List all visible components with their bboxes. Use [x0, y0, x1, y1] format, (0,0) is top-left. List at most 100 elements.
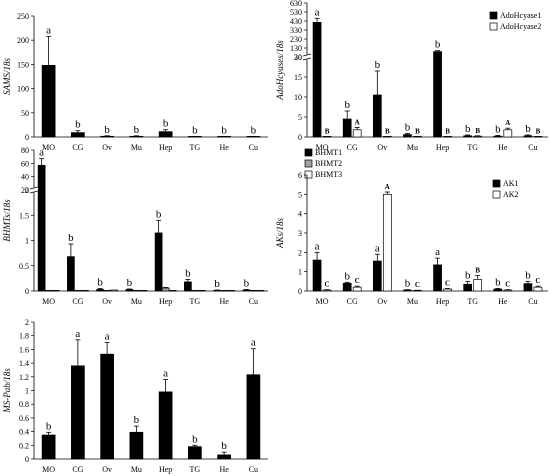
- bar: [81, 290, 89, 292]
- y-axis-label: AKs/18s: [275, 218, 285, 250]
- bar: [503, 289, 513, 292]
- y-tick-label: 0.8: [19, 400, 29, 409]
- significance-letter: b: [46, 420, 52, 432]
- significance-letter: b: [214, 278, 220, 290]
- y-tick-label: 100: [17, 85, 29, 94]
- y-tick-label: 6: [298, 171, 302, 180]
- significance-letter: B: [445, 127, 450, 135]
- x-tick-label: MO: [42, 143, 55, 152]
- bar: [184, 281, 192, 292]
- y-tick-label: 15: [294, 73, 302, 82]
- y-tick-label: 1.8: [19, 332, 29, 341]
- significance-letter: b: [251, 124, 257, 136]
- x-tick-label: Ov: [377, 297, 387, 306]
- significance-letter: C: [445, 279, 450, 287]
- y-tick-label: 130: [290, 44, 302, 53]
- y-axis-label: BHMTs/18s: [2, 199, 12, 242]
- legend-label: AK2: [503, 190, 519, 199]
- bar: [493, 288, 503, 292]
- y-tick-label: 230: [290, 35, 302, 44]
- x-tick-label: Mu: [407, 143, 418, 152]
- bar: [413, 136, 422, 138]
- bar: [473, 279, 483, 292]
- y-tick-label: 0: [298, 133, 302, 142]
- legend-label: BHMT3: [315, 170, 342, 179]
- significance-letter: b: [185, 267, 191, 279]
- y-tick-label: 3: [298, 229, 302, 238]
- significance-letter: b: [75, 119, 81, 131]
- x-tick-label: MO: [316, 143, 329, 152]
- significance-letter: a: [163, 368, 168, 380]
- legend-label: AK1: [503, 179, 519, 188]
- significance-letter: b: [465, 269, 471, 281]
- y-tick-label: 20: [294, 53, 302, 62]
- bar: [493, 135, 503, 138]
- significance-letter: B: [475, 267, 480, 275]
- x-tick-label: Hep: [159, 465, 172, 474]
- bar: [41, 434, 56, 460]
- bar: [433, 51, 442, 138]
- x-tick-label: MO: [42, 297, 55, 306]
- x-tick-label: CG: [347, 143, 358, 152]
- y-tick-label: 0: [298, 287, 302, 296]
- significance-letter: b: [134, 414, 140, 426]
- significance-letter: b: [495, 276, 501, 288]
- bar: [312, 259, 322, 292]
- axis-break-mark: [29, 190, 39, 194]
- x-tick-label: Cu: [249, 297, 258, 306]
- y-tick-label: 0: [25, 287, 29, 296]
- bar: [217, 454, 231, 460]
- bar: [342, 118, 352, 138]
- x-tick-label: Ov: [377, 143, 387, 152]
- legend-swatch: [304, 148, 313, 157]
- bar: [523, 135, 533, 138]
- y-tick-label: 30: [294, 53, 302, 62]
- bar: [533, 286, 543, 292]
- x-tick-label: CG: [72, 143, 83, 152]
- y-tick-label: 5: [298, 190, 302, 199]
- axis-break-mark: [302, 53, 312, 57]
- bar: [342, 282, 352, 292]
- significance-letter: a: [315, 6, 320, 18]
- legend-swatch: [492, 190, 501, 199]
- significance-letter: b: [244, 277, 250, 289]
- y-tick-label: 5: [298, 113, 302, 122]
- bar: [100, 353, 114, 460]
- y-axis-label: AdoHcyases/18s: [275, 40, 285, 101]
- y-tick-label: 0: [25, 455, 29, 464]
- y-tick-label: 0.6: [19, 414, 29, 423]
- significance-letter: b: [97, 276, 103, 288]
- legend-label: AdoHcyase1: [500, 11, 541, 20]
- significance-letter: b: [405, 121, 411, 133]
- legend-label: AdoHcyase2: [500, 22, 541, 31]
- y-tick-label: 4: [298, 210, 302, 219]
- bar: [74, 290, 82, 292]
- x-tick-label: Ov: [102, 143, 112, 152]
- x-tick-label: CG: [72, 297, 83, 306]
- x-tick-label: Mu: [131, 143, 142, 152]
- bar: [168, 290, 177, 292]
- significance-letter: b: [134, 124, 140, 136]
- bar: [71, 132, 85, 138]
- legend-label: BHMT2: [315, 159, 342, 168]
- significance-letter: b: [104, 124, 110, 136]
- legend-swatch: [489, 11, 498, 20]
- y-tick-label: 1: [25, 387, 29, 396]
- x-tick-label: Cu: [249, 143, 258, 152]
- bar: [44, 290, 53, 292]
- bar: [129, 431, 144, 460]
- bar: [51, 290, 60, 292]
- bar: [100, 135, 114, 138]
- x-tick-label: He: [498, 297, 508, 306]
- x-tick-label: MO: [42, 465, 55, 474]
- x-tick-label: He: [219, 297, 229, 306]
- bar: [503, 129, 513, 138]
- bar: [382, 193, 392, 292]
- y-tick-label: 1.5: [19, 211, 29, 220]
- bar: [322, 289, 332, 292]
- significance-letter: a: [251, 337, 256, 349]
- legend-swatch: [492, 179, 501, 188]
- x-tick-label: Hep: [159, 143, 172, 152]
- x-tick-label: Mu: [131, 297, 142, 306]
- bar: [403, 289, 412, 292]
